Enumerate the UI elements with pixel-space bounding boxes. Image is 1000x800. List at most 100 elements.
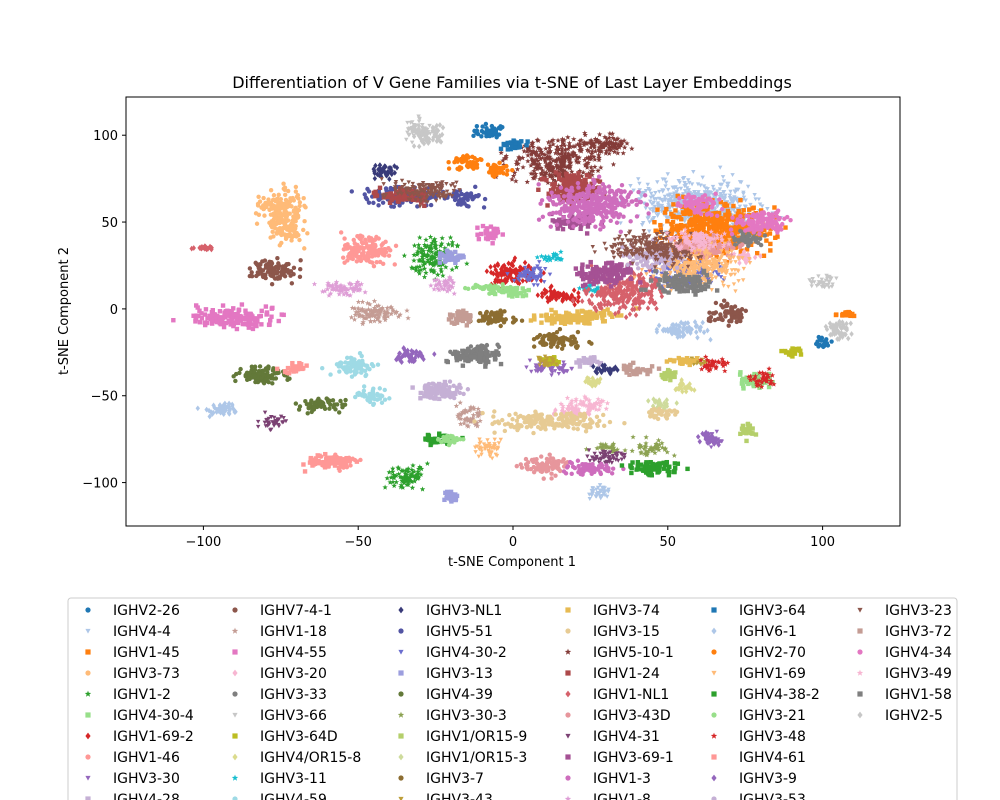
- point-ighv4-4: [648, 195, 654, 200]
- point-ighv3-15: [538, 420, 543, 425]
- point-ighv1-18: [359, 321, 366, 327]
- point-ighv1-46: [351, 248, 356, 254]
- point-ighv3-30-3: [643, 434, 649, 440]
- point-ighv4-4: [714, 203, 720, 208]
- point-ighv4-55: [240, 321, 246, 327]
- point-ighv3-74: [589, 312, 594, 318]
- cluster-ighv3-7-1: [531, 327, 594, 351]
- point-ighv3-15: [577, 411, 583, 417]
- point-ighv3-66: [829, 284, 835, 289]
- point-ighv3-15: [665, 412, 670, 418]
- point-ighv1-18: [377, 318, 383, 324]
- point-ighv4-55: [258, 313, 264, 319]
- point-ighv3-20: [587, 411, 592, 417]
- point-ighv3-13: [437, 260, 443, 265]
- point-ighv5-10-1: [536, 161, 543, 167]
- point-ighv1-2: [390, 472, 397, 478]
- point-ighv4-28: [588, 356, 593, 361]
- point-ighv3-30-3: [652, 450, 658, 456]
- point-ighv4-39: [273, 376, 279, 381]
- cluster-ighv3-30-3-0: [622, 434, 678, 458]
- point-ighv3-74: [568, 320, 573, 325]
- point-ighv3-7: [512, 319, 517, 324]
- point-ighv3-73: [274, 199, 280, 204]
- point-ighv3-13: [451, 493, 456, 499]
- point-ighv7-4-1: [249, 274, 255, 279]
- point-ighv4-4: [637, 181, 642, 186]
- point-ighv5-10-1: [598, 164, 604, 170]
- point-ighv1-46: [345, 246, 351, 251]
- point-ighv1-18: [461, 420, 467, 426]
- point-ighv1-69-2: [512, 255, 518, 261]
- point-ighv3-30: [524, 365, 529, 370]
- point-ighv3-7: [486, 317, 491, 323]
- point-ighv3-7: [556, 340, 561, 346]
- point-ighv3-30-3: [608, 443, 615, 449]
- point-ighv1-69-2: [576, 294, 581, 301]
- point-ighv4-30-2: [523, 271, 529, 276]
- point-ighv4-or15-8: [586, 375, 592, 382]
- cluster-ighv3-43-1: [536, 354, 559, 369]
- point-ighv4-39: [238, 366, 243, 372]
- point-ighv1-69-2: [504, 266, 510, 272]
- point-ighv3-73: [287, 211, 292, 216]
- point-ighv4-4: [593, 494, 598, 499]
- point-ighv4-59: [369, 362, 375, 367]
- point-ighv4-55: [491, 226, 497, 231]
- point-ighv4-30-4: [520, 286, 525, 291]
- point-ighv4-55: [276, 318, 281, 324]
- point-ighv4-55: [238, 314, 244, 319]
- point-ighv4-28: [442, 379, 448, 385]
- point-ighv5-10-1: [543, 145, 549, 152]
- point-ighv4-39: [304, 401, 310, 407]
- point-ighv1-45: [673, 215, 678, 220]
- cluster-ighv4-28-1: [574, 355, 604, 369]
- cluster-ighv3-64d-0: [779, 346, 804, 359]
- point-ighv3-73: [279, 232, 284, 238]
- point-ighv4-4: [710, 184, 716, 189]
- point-ighv4-39: [320, 401, 326, 406]
- point-ighv4-55: [270, 305, 275, 311]
- point-ighv1-18: [359, 299, 366, 305]
- point-ighv7-4-1: [743, 308, 748, 314]
- point-ighv1-46: [386, 253, 392, 258]
- point-ighv4-4: [689, 182, 695, 187]
- point-ighv1-45: [723, 212, 728, 218]
- point-ighv4-55: [259, 308, 264, 314]
- point-ighv1-2: [453, 264, 460, 270]
- point-ighv4-4: [641, 190, 647, 195]
- point-ighv3-7: [486, 321, 491, 326]
- point-ighv1-18: [374, 315, 381, 321]
- point-ighv1-2: [443, 264, 449, 270]
- point-ighv4-4: [732, 190, 738, 195]
- point-ighv3-7: [537, 332, 543, 338]
- point-ighv4-39: [257, 371, 263, 377]
- point-ighv4-55: [235, 311, 240, 317]
- point-ighv4-39: [311, 404, 317, 410]
- point-ighv1-45: [670, 224, 675, 230]
- point-ighv1-18: [475, 406, 481, 412]
- point-ighv4-28: [589, 358, 594, 364]
- point-ighv3-15: [564, 418, 570, 424]
- point-ighv1-45: [686, 258, 692, 263]
- point-ighv3-74: [571, 313, 577, 318]
- point-ighv3-43: [542, 354, 548, 359]
- point-ighv1-45: [735, 230, 740, 235]
- point-ighv1-45: [747, 207, 752, 212]
- point-ighv3-30-3: [594, 445, 600, 451]
- point-ighv4-30-4: [759, 381, 764, 387]
- point-ighv3-15: [581, 418, 586, 423]
- point-ighv1-18: [372, 313, 379, 319]
- point-ighv3-nl1: [385, 172, 390, 178]
- point-ighv4-4: [652, 197, 657, 202]
- point-ighv1-or15-9: [750, 431, 755, 436]
- point-ighv3-73: [278, 196, 284, 202]
- point-ighv4-4: [647, 220, 652, 225]
- point-ighv1-46: [371, 264, 377, 269]
- point-ighv4-4: [725, 184, 730, 189]
- point-ighv3-43: [699, 362, 704, 366]
- cluster-ighv4-39-1: [293, 396, 348, 416]
- cluster-ighv7-4-1-1: [706, 298, 748, 328]
- point-ighv7-4-1: [280, 270, 286, 275]
- point-ighv1-18: [363, 315, 369, 321]
